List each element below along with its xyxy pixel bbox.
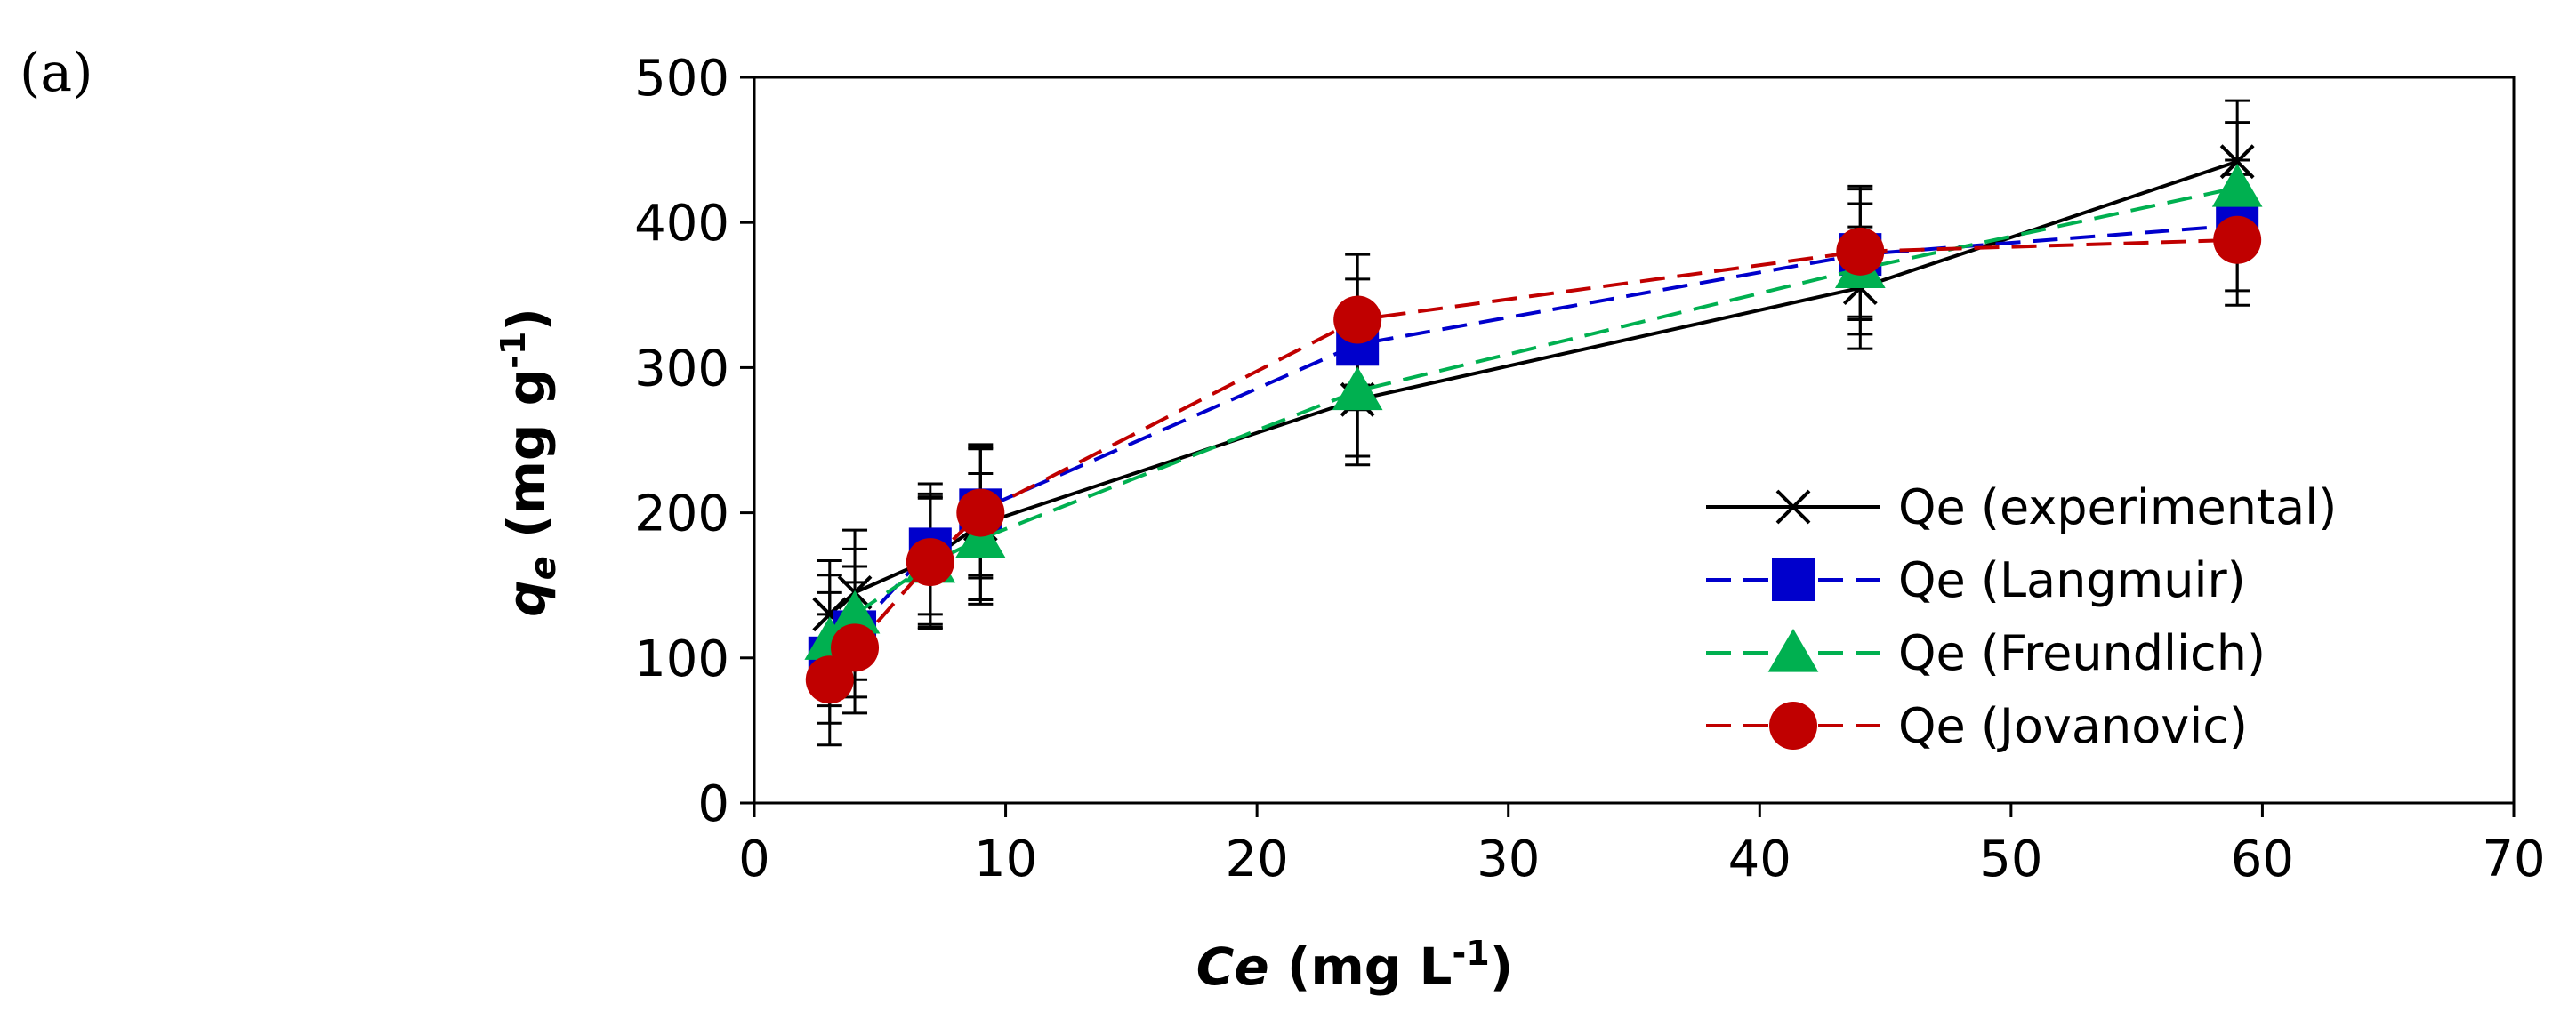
legend: Qe (experimental) Qe (Langmuir) Qe (Freund… — [1706, 479, 2337, 754]
legend-marker — [1769, 702, 1817, 750]
data-point — [1332, 366, 1383, 411]
x-axis-ticks: 0 10 20 30 40 50 60 70 — [738, 803, 2546, 888]
data-point — [2211, 164, 2263, 207]
legend-entry-0: Qe (experimental) — [1706, 479, 2337, 535]
x-tick-label: 70 — [2482, 831, 2545, 888]
legend-label: Qe (Langmuir) — [1898, 552, 2246, 608]
data-point — [906, 538, 954, 587]
legend-label: Qe (Freundlich) — [1898, 625, 2266, 681]
data-point — [2219, 144, 2255, 180]
marker-stroke — [812, 597, 848, 632]
y-axis-label-sub: e — [523, 556, 564, 580]
x-tick-label: 10 — [974, 831, 1037, 888]
error-bars-2 — [817, 121, 2250, 708]
series-line — [828, 237, 2238, 681]
data-point — [2213, 215, 2262, 264]
y-axis-ticks: 0 100 200 300 400 500 — [634, 50, 754, 833]
data-point — [1836, 227, 1885, 276]
axes-layer — [753, 76, 2516, 805]
marker-stroke — [1775, 489, 1811, 525]
y-tick-label: 0 — [697, 775, 729, 833]
data-point — [831, 623, 880, 672]
x-axis-label-main: Ce — [1196, 936, 1269, 997]
x-tick-label: 30 — [1477, 831, 1540, 888]
marker-stroke — [2219, 144, 2255, 180]
data-point — [829, 590, 881, 634]
y-tick-label: 200 — [634, 486, 729, 543]
series-line — [828, 159, 2238, 616]
legend-label: Qe (Jovanovic) — [1898, 698, 2248, 754]
x-tick-label: 20 — [1226, 831, 1289, 888]
y-tick-label: 400 — [634, 195, 729, 253]
series-3 — [805, 215, 2262, 704]
x-tick-label: 50 — [1979, 831, 2042, 888]
legend-marker — [1775, 489, 1811, 525]
y-tick-label: 300 — [634, 340, 729, 398]
x-tick-label: 0 — [738, 831, 770, 888]
x-axis-label: Ce (mg L-1) — [1196, 934, 1513, 997]
y-axis-label-main: q — [496, 580, 557, 617]
y-tick-label: 100 — [634, 630, 729, 688]
y-axis-label-close: ) — [496, 308, 557, 332]
y-axis-label-unit: (mg g — [496, 369, 557, 556]
panel-label: (a) — [20, 42, 93, 104]
y-axis-label: qe (mg g-1) — [494, 308, 564, 617]
x-tick-label: 60 — [2231, 831, 2294, 888]
data-point — [956, 488, 1005, 537]
x-tick-label: 40 — [1728, 831, 1791, 888]
y-axis-label-sup: -1 — [494, 332, 533, 369]
legend-label: Qe (experimental) — [1898, 479, 2337, 535]
plot-frame — [753, 76, 2516, 805]
legend-entry-3: Qe (Jovanovic) — [1706, 698, 2248, 754]
legend-marker — [1767, 629, 1819, 672]
legend-marker — [1772, 558, 1815, 601]
legend-entry-1: Qe (Langmuir) — [1706, 552, 2246, 608]
legend-entry-2: Qe (Freundlich) — [1706, 625, 2266, 681]
data-point — [1333, 295, 1382, 344]
y-tick-label: 500 — [634, 50, 729, 108]
x-axis-label-unit: (mg L — [1269, 936, 1453, 997]
x-axis-label-sup: -1 — [1452, 934, 1489, 973]
series-layer — [804, 99, 2263, 747]
x-axis-label-close: ) — [1490, 936, 1514, 997]
